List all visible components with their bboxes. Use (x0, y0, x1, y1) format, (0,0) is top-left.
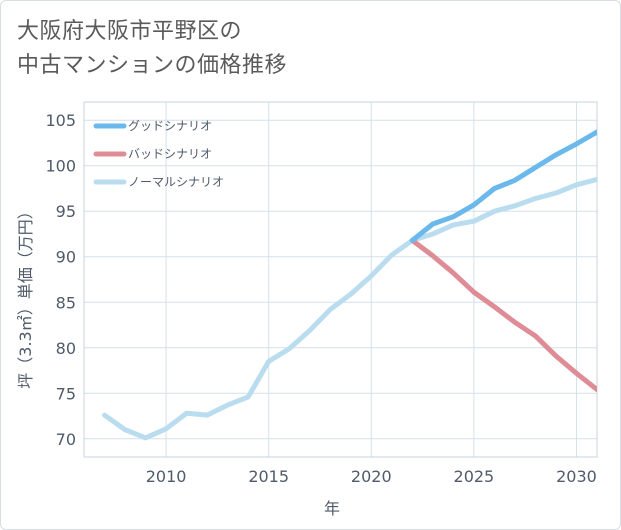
legend-label: バッドシナリオ (128, 147, 212, 161)
y-tick-label: 105 (45, 111, 76, 130)
y-axis-label: 坪（3.3㎡）単価（万円） (16, 203, 35, 388)
x-tick-label: 2025 (454, 467, 495, 486)
chart-title: 大阪府大阪市平野区の 中古マンションの価格推移 (17, 15, 437, 83)
y-tick-label: 100 (45, 157, 76, 176)
x-tick-label: 2030 (556, 467, 597, 486)
legend-label: ノーマルシナリオ (128, 175, 224, 189)
chart-title-line-1: 大阪府大阪市平野区の (17, 19, 243, 44)
y-tick-label: 95 (56, 202, 76, 221)
y-tick-labels: 70 75 80 85 90 95 100 105 (45, 111, 76, 449)
y-tick-label: 90 (56, 248, 76, 267)
y-tick-label: 80 (56, 339, 76, 358)
chart-title-line-2: 中古マンションの価格推移 (17, 53, 288, 78)
series-line-0 (409, 129, 597, 243)
y-tick-label: 85 (56, 293, 76, 312)
legend-label: グッドシナリオ (128, 119, 212, 133)
x-tick-label: 2015 (248, 467, 289, 486)
x-tick-labels: 2010 2015 2020 2025 2030 (146, 467, 597, 486)
series-line-1 (409, 237, 597, 393)
plot-frame (83, 101, 598, 458)
x-axis-label: 年 (324, 499, 340, 518)
series-layer (102, 129, 597, 441)
y-tick-label: 70 (56, 430, 76, 449)
x-tick-label: 2020 (351, 467, 392, 486)
y-tick-label: 75 (56, 384, 76, 403)
series-line-2 (102, 176, 597, 441)
x-tick-label: 2010 (146, 467, 187, 486)
